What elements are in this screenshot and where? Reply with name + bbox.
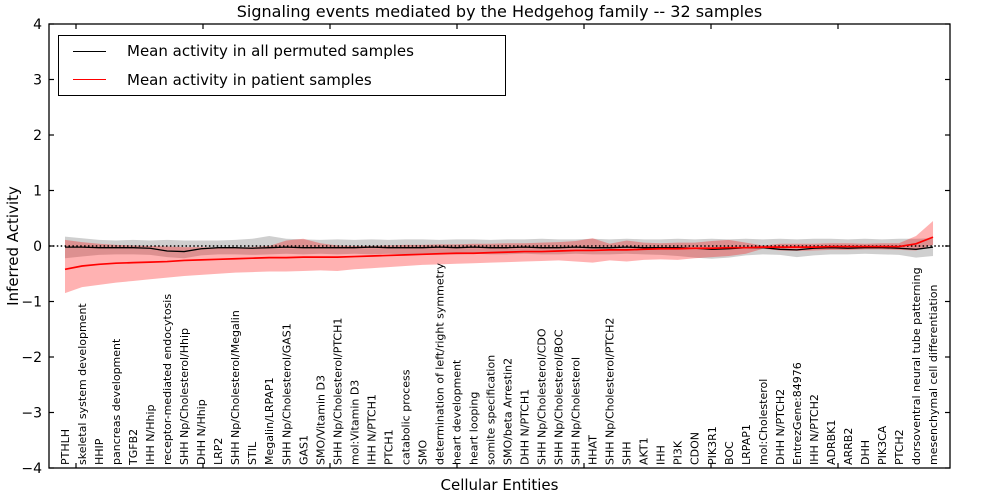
x-tick-label: heart looping: [467, 392, 480, 465]
x-tick-label: SHH Np/Cholesterol/PTCH2: [604, 318, 617, 465]
x-tick-label: SMO/beta Arrestin2: [502, 358, 515, 465]
x-tick-label: SHH Np/Cholesterol/PTCH1: [331, 318, 344, 465]
legend: Mean activity in all permuted samples Me…: [58, 35, 506, 96]
x-tick-label: DHH N/PTCH1: [519, 389, 532, 465]
x-tick-label: DHH N/PTCH2: [774, 389, 787, 465]
chart-title: Signaling events mediated by the Hedgeho…: [236, 2, 763, 21]
y-tick-label: 0: [33, 239, 42, 255]
x-tick-label: Megalin/LRPAP1: [263, 377, 276, 465]
y-tick-label: −3: [21, 406, 42, 422]
x-tick-label: SHH Np/Cholesterol/GAS1: [280, 323, 293, 465]
y-tick-label: 2: [33, 128, 42, 144]
x-tick-label: determination of left/right symmetry: [433, 263, 446, 465]
y-axis-title: Inferred Activity: [4, 186, 22, 306]
x-tick-label: SHH Np/Cholesterol/Hhip: [178, 328, 191, 465]
legend-item-permuted: Mean activity in all permuted samples: [59, 38, 505, 64]
x-tick-label: IHH N/PTCH1: [365, 394, 378, 465]
x-tick-label: ARRB2: [842, 428, 855, 465]
x-tick-label: catabolic process: [399, 369, 412, 465]
x-tick-label: SHH Np/Cholesterol/Megalin: [229, 310, 242, 465]
y-tick-label: 3: [33, 73, 42, 89]
x-tick-label: receptor-mediated endocytosis: [161, 294, 174, 465]
x-tick-label: HHIP: [93, 438, 106, 465]
legend-label-permuted: Mean activity in all permuted samples: [127, 42, 414, 61]
x-tick-label: SHH Np/Cholesterol/BOC: [553, 329, 566, 465]
patient-band: [65, 221, 934, 294]
x-tick-label: LRPAP1: [740, 424, 753, 465]
x-tick-label: AKT1: [638, 437, 651, 465]
legend-line-black-icon: [73, 50, 106, 52]
x-tick-label: PIK3CA: [876, 425, 889, 465]
legend-line-red-icon: [73, 79, 106, 81]
x-tick-label: PTHLH: [59, 429, 72, 465]
x-tick-label: SHH Np/Cholesterol: [570, 357, 583, 465]
permuted-mean-line: [65, 246, 934, 253]
x-axis-title: Cellular Entities: [440, 476, 559, 494]
x-tick-label: somite specification: [485, 355, 498, 465]
y-tick-label: 1: [33, 184, 42, 200]
x-tick-label: SHH: [621, 441, 634, 465]
x-tick-label: SMO: [416, 440, 429, 465]
x-tick-label: SHH Np/Cholesterol/CDO: [536, 328, 549, 465]
x-tick-label: IHH N/PTCH2: [808, 394, 821, 465]
x-tick-label: dorsoventral neural tube patterning: [910, 267, 923, 465]
x-tick-label: LRP2: [212, 438, 225, 465]
x-tick-label: EntrezGene:84976: [791, 362, 804, 465]
x-tick-label: GAS1: [297, 435, 310, 465]
x-tick-label: mol:Cholesterol: [757, 379, 770, 465]
x-tick-label: HHAT: [587, 435, 600, 465]
x-tick-label: PTCH1: [382, 429, 395, 465]
x-tick-label: skeletal system development: [76, 303, 89, 465]
x-tick-label: TGFB2: [127, 429, 140, 466]
legend-item-patient: Mean activity in patient samples: [59, 67, 505, 93]
x-tick-label: BOC: [723, 441, 736, 465]
x-tick-label: STIL: [246, 441, 259, 465]
y-tick-label: −4: [21, 461, 42, 477]
x-tick-label: mesenchymal cell differentiation: [927, 284, 940, 465]
y-tick-label: −2: [21, 350, 42, 366]
x-tick-label: PTCH2: [893, 429, 906, 465]
legend-label-patient: Mean activity in patient samples: [127, 70, 372, 89]
x-tick-label: DHH: [859, 440, 872, 465]
x-tick-label: PI3K: [672, 440, 685, 465]
x-tick-label: DHH N/Hhip: [195, 399, 208, 465]
x-tick-label: pancreas development: [110, 338, 123, 465]
x-tick-label: ADRBK1: [825, 420, 838, 465]
x-tick-label: IHH N/Hhip: [144, 404, 157, 465]
x-tick-label: CDON: [689, 432, 702, 465]
y-tick-label: −1: [21, 295, 42, 311]
x-tick-label: mol:Vitamin D3: [348, 380, 361, 465]
x-tick-label: SMO/Vitamin D3: [314, 375, 327, 465]
patient-mean-line: [64, 236, 934, 271]
x-tick-label: heart development: [450, 359, 463, 465]
y-tick-label: 4: [33, 17, 42, 33]
x-tick-label: IHH: [655, 445, 668, 465]
x-tick-label: PIK3R1: [706, 426, 719, 465]
